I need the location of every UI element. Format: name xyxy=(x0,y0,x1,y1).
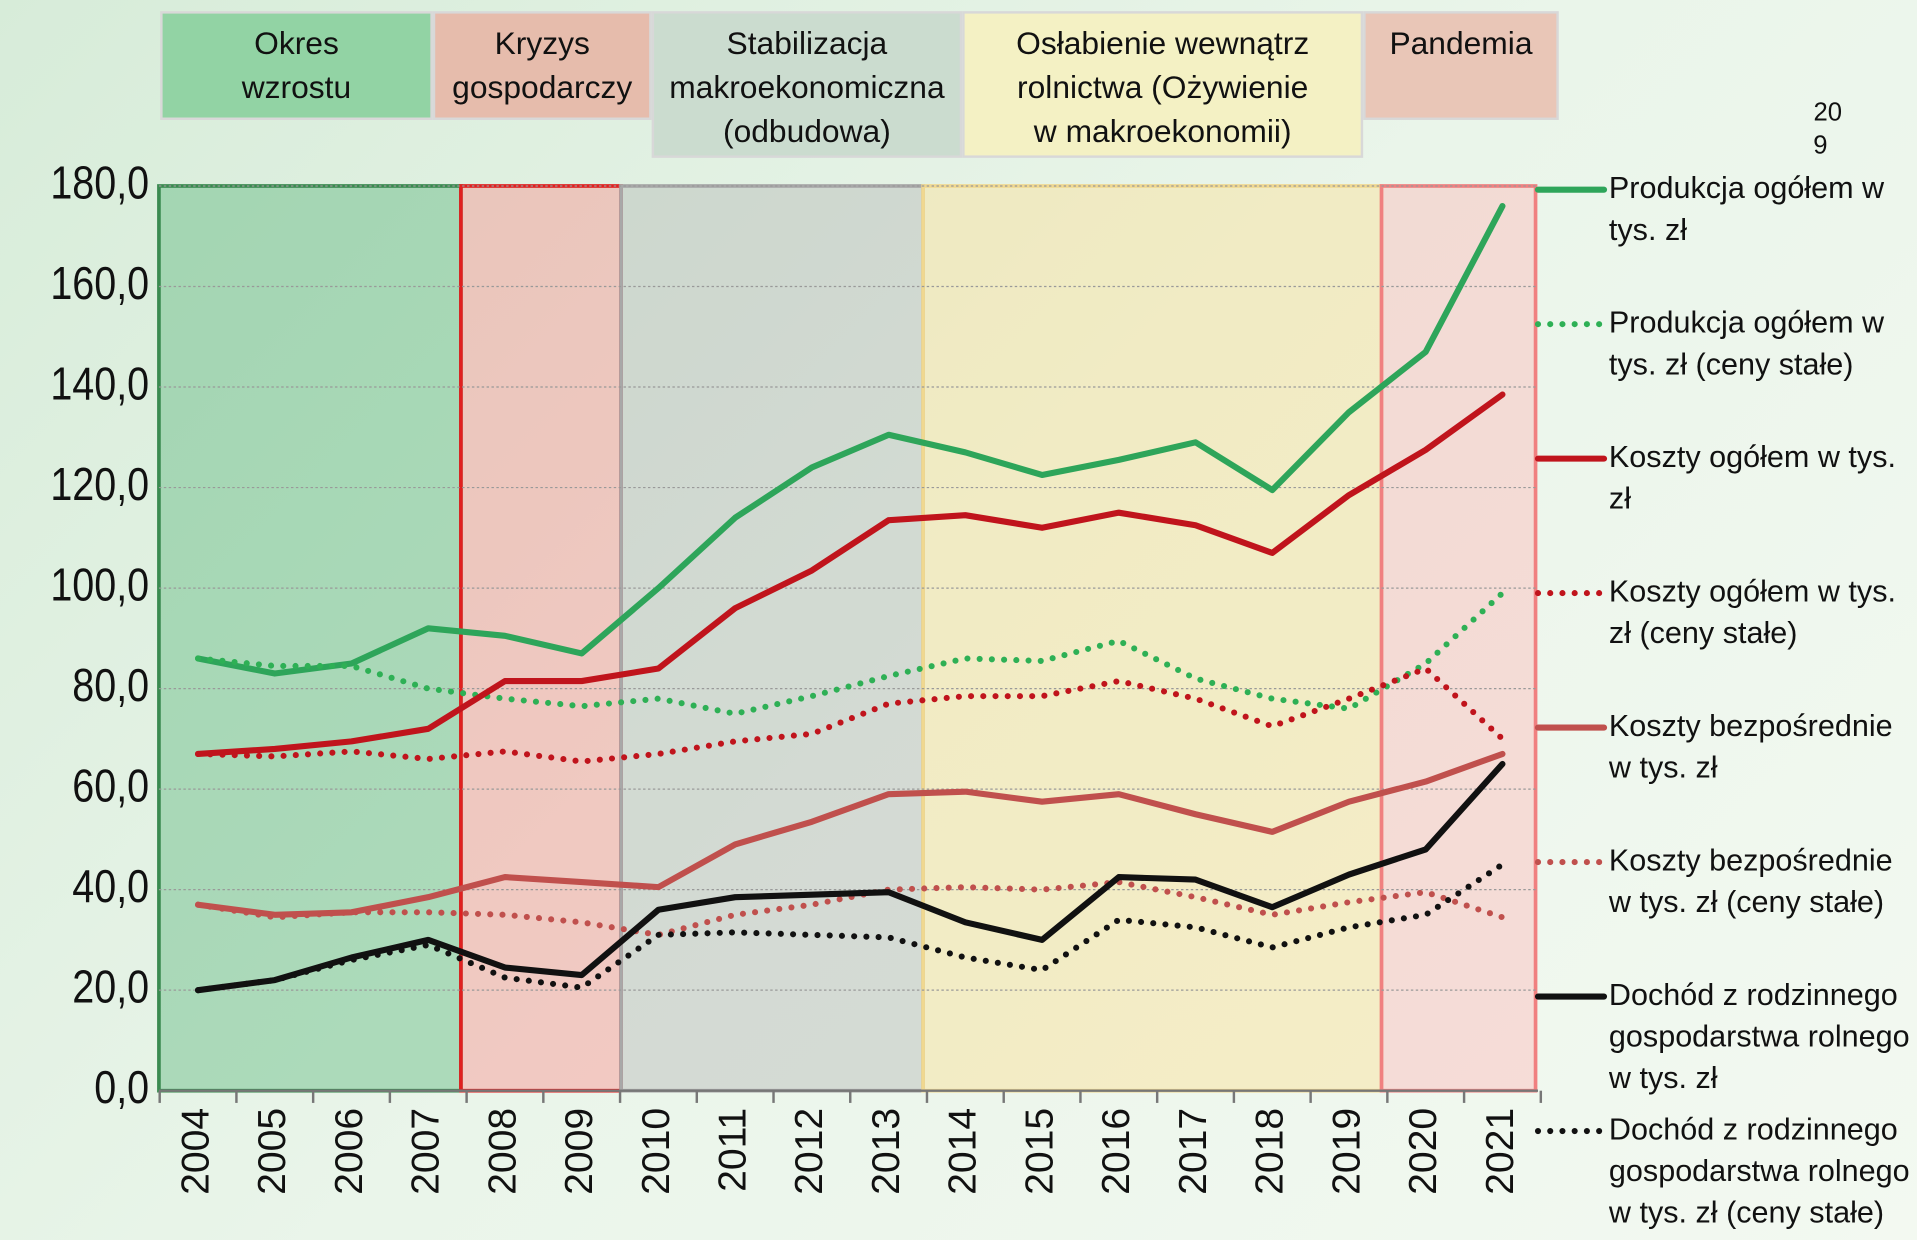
period-label: Stabilizacja xyxy=(727,25,888,61)
period-header xyxy=(962,11,1364,158)
period-band xyxy=(619,184,925,1093)
series-line xyxy=(195,391,1506,757)
legend-entry: Produkcja ogółem w tys. zł xyxy=(1608,171,1885,248)
legend-label: Koszty bezpośrednie w tys. zł xyxy=(1608,709,1893,786)
y-tick-label: 160,0 xyxy=(50,258,149,310)
y-tick-label: 0,0 xyxy=(94,1062,149,1114)
x-tick-label: 2015 xyxy=(1018,1108,1061,1195)
x-tick-label: 2013 xyxy=(865,1108,908,1195)
x-tick-label: 2004 xyxy=(174,1108,217,1195)
period-band xyxy=(1379,184,1538,1093)
y-tick-label: 40,0 xyxy=(72,861,149,913)
x-tick-label: 2021 xyxy=(1479,1108,1522,1195)
series-line xyxy=(195,590,1506,717)
y-tick-label: 100,0 xyxy=(50,559,149,611)
period-label: (odbudowa) xyxy=(723,113,891,149)
period-header xyxy=(432,11,652,120)
period-header xyxy=(160,11,433,120)
x-tick-label: 2009 xyxy=(558,1108,601,1195)
legend-label: Dochód z rodzinnego gospodarstwa rolnego… xyxy=(1608,978,1910,1096)
page-number: 20 xyxy=(1813,99,1842,127)
legend-label: Koszty bezpośrednie w tys. zł (ceny stał… xyxy=(1608,843,1893,920)
x-tick-label: 2016 xyxy=(1095,1108,1138,1195)
y-tick-label: 60,0 xyxy=(72,760,149,812)
period-label: w makroekonomii) xyxy=(1033,113,1292,149)
y-tick-label: 20,0 xyxy=(72,961,149,1013)
y-tick-label: 80,0 xyxy=(72,660,149,712)
x-tick-label: 2018 xyxy=(1249,1108,1292,1195)
legend-entry: Dochód z rodzinnego gospodarstwa rolnego… xyxy=(1608,978,1910,1096)
y-tick-label: 140,0 xyxy=(50,358,149,410)
x-tick-label: 2014 xyxy=(942,1108,985,1195)
legend-entry: Koszty ogółem w tys. zł xyxy=(1608,440,1896,517)
period-label: rolnictwa (Ożywienie xyxy=(1017,69,1308,105)
page-number: 9 xyxy=(1813,132,1827,160)
x-tick-label: 2012 xyxy=(788,1108,831,1195)
series-line xyxy=(195,861,1506,994)
y-tick-label: 180,0 xyxy=(50,157,149,209)
legend-entry: Koszty bezpośrednie w tys. zł (ceny stał… xyxy=(1608,843,1893,920)
period-band xyxy=(921,184,1384,1093)
legend-label: Dochód z rodzinnego gospodarstwa rolnego… xyxy=(1608,1112,1910,1231)
legend-label: Koszty ogółem w tys. zł (ceny stałe) xyxy=(1608,574,1896,651)
x-tick-label: 2007 xyxy=(405,1108,448,1195)
series-line xyxy=(195,203,1506,677)
period-label: Pandemia xyxy=(1389,25,1532,61)
x-tick-label: 2019 xyxy=(1325,1108,1368,1195)
x-tick-label: 2008 xyxy=(481,1108,524,1195)
period-label: makroekonomiczna xyxy=(669,69,945,105)
period-label: gospodarczy xyxy=(452,69,632,105)
legend-label: Koszty ogółem w tys. zł xyxy=(1608,440,1896,517)
period-band xyxy=(459,184,623,1093)
legend-entry: Koszty bezpośrednie w tys. zł xyxy=(1608,709,1893,786)
x-tick-label: 2017 xyxy=(1172,1108,1215,1195)
x-tick-label: 2011 xyxy=(711,1108,754,1192)
y-tick-label: 120,0 xyxy=(50,459,149,511)
period-band xyxy=(157,184,463,1093)
period-label: Osłabienie wewnątrz xyxy=(1016,25,1309,61)
x-tick-label: 2005 xyxy=(251,1108,294,1195)
legend-label: Produkcja ogółem w tys. zł xyxy=(1608,171,1885,248)
period-header xyxy=(651,11,963,158)
x-tick-label: 2006 xyxy=(328,1108,371,1195)
legend-entry: Koszty ogółem w tys. zł (ceny stałe) xyxy=(1608,574,1896,651)
series-line xyxy=(195,760,1506,994)
x-tick-label: 2020 xyxy=(1402,1108,1445,1195)
x-tick-label: 2010 xyxy=(635,1108,678,1195)
series-line xyxy=(195,879,1506,938)
period-label: wzrostu xyxy=(241,69,351,105)
period-label: Kryzys xyxy=(495,25,590,61)
legend-entry: Dochód z rodzinnego gospodarstwa rolnego… xyxy=(1608,1112,1910,1231)
series-line xyxy=(195,750,1506,918)
period-label: Okres xyxy=(254,25,339,61)
legend-entry: Produkcja ogółem w tys. zł (ceny stałe) xyxy=(1608,305,1885,382)
period-header xyxy=(1363,11,1559,120)
series-line xyxy=(195,665,1506,765)
legend-label: Produkcja ogółem w tys. zł (ceny stałe) xyxy=(1608,305,1885,382)
